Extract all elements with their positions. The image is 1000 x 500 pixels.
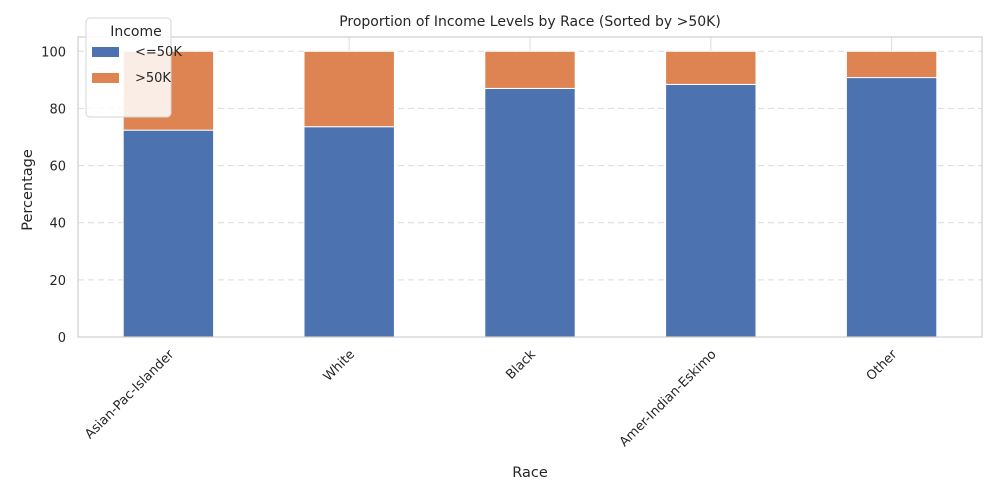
legend: Income <=50K >50K xyxy=(85,17,182,118)
x-tick-label: Black xyxy=(503,347,539,383)
bar-segment-gt50k xyxy=(303,50,395,128)
x-axis-label: Race xyxy=(512,465,548,481)
bar-segment-le50k xyxy=(303,126,395,338)
y-tick-label: 0 xyxy=(58,331,66,346)
legend-swatch xyxy=(92,47,119,57)
plot-frame xyxy=(77,36,983,338)
legend-title: Income xyxy=(110,24,162,40)
legend-box xyxy=(85,17,172,118)
y-tick-label: 80 xyxy=(49,102,66,117)
bar-segment-le50k xyxy=(665,83,757,338)
bar-segment-gt50k xyxy=(665,50,757,85)
x-tick-labels: Asian-Pac-Islander White Black Amer-Indian-… xyxy=(82,347,901,450)
legend-label: <=50K xyxy=(135,45,182,60)
bar-segment-le50k xyxy=(845,77,938,338)
bar-segment-le50k xyxy=(484,87,576,338)
x-tick-label: Asian-Pac-Islander xyxy=(82,347,177,442)
bar-segment-gt50k xyxy=(484,50,576,89)
plot-border xyxy=(77,36,983,338)
y-tick-label: 60 xyxy=(49,160,66,175)
chart-title: Proportion of Income Levels by Race (Sor… xyxy=(339,14,721,30)
x-tick-label: White xyxy=(321,347,358,384)
y-tick-label: 100 xyxy=(41,45,66,60)
x-tick-label: Other xyxy=(864,347,901,384)
bars xyxy=(122,50,938,338)
y-tick-labels: 0 20 40 60 80 100 xyxy=(41,45,66,346)
bar-segment-gt50k xyxy=(845,50,938,79)
legend-label: >50K xyxy=(135,71,171,86)
y-axis-label: Percentage xyxy=(20,149,36,231)
y-tick-label: 40 xyxy=(49,217,66,232)
y-tick-label: 20 xyxy=(49,274,66,289)
legend-swatch xyxy=(92,73,119,83)
bar-segment-le50k xyxy=(122,129,215,338)
x-tick-label: Amer-Indian-Eskimo xyxy=(617,347,720,450)
